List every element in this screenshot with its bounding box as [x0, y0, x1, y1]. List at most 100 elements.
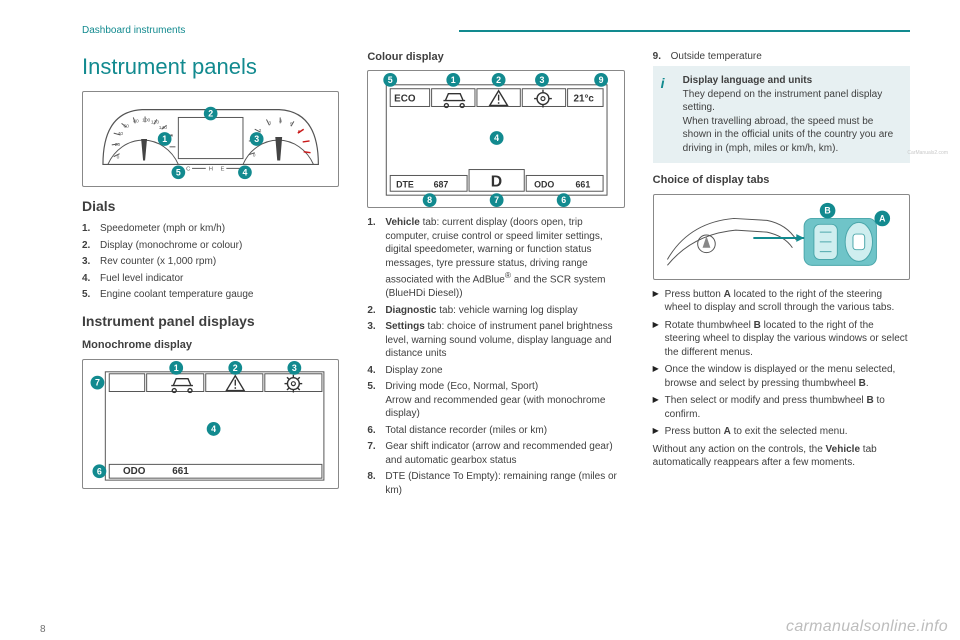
list-text: Speedometer (mph or km/h) — [100, 222, 339, 236]
figure-instrument-panel: 0 20 40 60 80 100 120 140 160 — [82, 91, 339, 187]
watermark: carmanualsonline.info — [786, 616, 948, 638]
list-item: 2.Diagnostic tab: vehicle warning log di… — [367, 304, 624, 318]
list-number: 8. — [367, 470, 381, 497]
figure-choice-tabs: A B — [653, 194, 910, 280]
page-header: Dashboard instruments — [82, 24, 910, 38]
info-icon: i — [661, 74, 675, 88]
svg-text:60: 60 — [124, 123, 130, 129]
svg-text:ECO: ECO — [394, 94, 416, 105]
bullet-item: Once the window is displayed or the menu… — [653, 363, 910, 390]
svg-text:0: 0 — [117, 155, 120, 161]
list-item: 3.Rev counter (x 1,000 rpm) — [82, 255, 339, 269]
list-number: 2. — [82, 239, 96, 253]
svg-text:C: C — [186, 167, 191, 173]
list-number: 5. — [367, 380, 381, 421]
svg-text:6: 6 — [97, 467, 102, 477]
svg-text:5: 5 — [290, 121, 293, 127]
svg-text:100: 100 — [142, 118, 150, 124]
list-number: 5. — [82, 288, 96, 302]
svg-text:2: 2 — [496, 75, 501, 85]
svg-text:3: 3 — [540, 75, 545, 85]
bullet-item: Rotate thumbwheel B located to the right… — [653, 319, 910, 360]
svg-text:661: 661 — [576, 180, 591, 190]
svg-text:ODO: ODO — [123, 467, 146, 478]
list-item: 6. Total distance recorder (miles or km) — [367, 424, 624, 438]
list-item: 8.DTE (Distance To Empty): remaining ran… — [367, 470, 624, 497]
svg-text:ODO: ODO — [534, 180, 554, 190]
colour-display-heading: Colour display — [367, 50, 624, 65]
list-item: 2. Display (monochrome or colour) — [82, 239, 339, 253]
list-text: Total distance recorder (miles or km) — [385, 424, 624, 438]
column-2: Colour display ECO — [367, 46, 624, 506]
list-item: 1. Speedometer (mph or km/h) — [82, 222, 339, 236]
header-rule — [459, 30, 910, 32]
svg-text:687: 687 — [434, 180, 449, 190]
dials-list: 1. Speedometer (mph or km/h) 2. Display (mo… — [82, 222, 339, 302]
info-title: Display language and units — [683, 75, 812, 86]
column-3: 9. Outside temperature i Display languag… — [653, 46, 910, 506]
list-text: Vehicle tab: current display (doors open… — [385, 216, 624, 300]
page-title: Instrument panels — [82, 52, 339, 82]
svg-text:140: 140 — [159, 125, 167, 131]
svg-text:80: 80 — [133, 119, 139, 125]
svg-text:4: 4 — [279, 119, 282, 125]
list-text: Driving mode (Eco, Normal, Sport)Arrow a… — [385, 380, 624, 421]
svg-text:9: 9 — [599, 75, 604, 85]
monochrome-heading: Monochrome display — [82, 338, 339, 353]
svg-text:A: A — [879, 213, 886, 223]
list-text: Gear shift indicator (arrow and recommen… — [385, 440, 624, 467]
svg-text:2: 2 — [233, 363, 238, 373]
svg-text:4: 4 — [242, 167, 247, 177]
bullet-list: Press button A located to the right of t… — [653, 288, 910, 439]
svg-text:6: 6 — [562, 195, 567, 205]
info-body-2: When travelling abroad, the speed must b… — [683, 116, 894, 154]
list-item: 4.Fuel level indicator — [82, 272, 339, 286]
svg-text:B: B — [824, 205, 830, 215]
list-text: Display zone — [385, 364, 624, 378]
list-number: 1. — [82, 222, 96, 236]
list-item: 7.Gear shift indicator (arrow and recomm… — [367, 440, 624, 467]
svg-text:5: 5 — [176, 167, 181, 177]
svg-text:4: 4 — [211, 424, 216, 434]
small-watermark: CarManuals2.com — [907, 150, 948, 157]
svg-text:DTE: DTE — [396, 180, 414, 190]
figure-monochrome-display: ODO 661 7 1 2 3 4 6 — [82, 359, 339, 489]
info-body-1: They depend on the instrument panel disp… — [683, 89, 883, 114]
list-item: 3.Settings tab: choice of instrument pan… — [367, 320, 624, 361]
bullet-item: Press button A located to the right of t… — [653, 288, 910, 315]
breadcrumb: Dashboard instruments — [82, 24, 185, 38]
list-text: Diagnostic tab: vehicle warning log disp… — [385, 304, 624, 318]
list-text: Display (monochrome or colour) — [100, 239, 339, 253]
svg-text:5: 5 — [388, 75, 393, 85]
svg-text:120: 120 — [151, 120, 159, 126]
svg-text:3: 3 — [292, 363, 297, 373]
displays-heading: Instrument panel displays — [82, 312, 339, 331]
list-text: Fuel level indicator — [100, 272, 339, 286]
list-item: 1.Vehicle tab: current display (doors op… — [367, 216, 624, 300]
column-1: Instrument panels 0 2 0 — [82, 46, 339, 506]
list-number: 6. — [367, 424, 381, 438]
list-number: 1. — [367, 216, 381, 300]
svg-text:3: 3 — [254, 134, 259, 144]
page: Dashboard instruments Instrument panels — [0, 0, 960, 640]
svg-text:4: 4 — [495, 133, 500, 143]
svg-text:H: H — [209, 167, 213, 173]
list-item-9: 9. Outside temperature — [653, 50, 910, 64]
list-text: Settings tab: choice of instrument panel… — [385, 320, 624, 361]
list-number: 4. — [367, 364, 381, 378]
list-text: Outside temperature — [671, 50, 910, 64]
svg-text:7: 7 — [95, 378, 100, 388]
list-item: 4. Display zone — [367, 364, 624, 378]
figure-colour-display: ECO — [367, 70, 624, 208]
bullet-item: Press button A to exit the selected menu… — [653, 425, 910, 439]
svg-text:0: 0 — [253, 153, 256, 159]
tail-paragraph: Without any action on the controls, the … — [653, 443, 910, 470]
list-number: 7. — [367, 440, 381, 467]
choice-tabs-heading: Choice of display tabs — [653, 173, 910, 188]
svg-text:1: 1 — [174, 363, 179, 373]
svg-text:7: 7 — [495, 195, 500, 205]
bullet-item: Then select or modify and press thumbwhe… — [653, 394, 910, 421]
svg-text:40: 40 — [118, 131, 124, 137]
svg-text:3: 3 — [268, 121, 271, 127]
svg-text:D: D — [491, 174, 502, 191]
